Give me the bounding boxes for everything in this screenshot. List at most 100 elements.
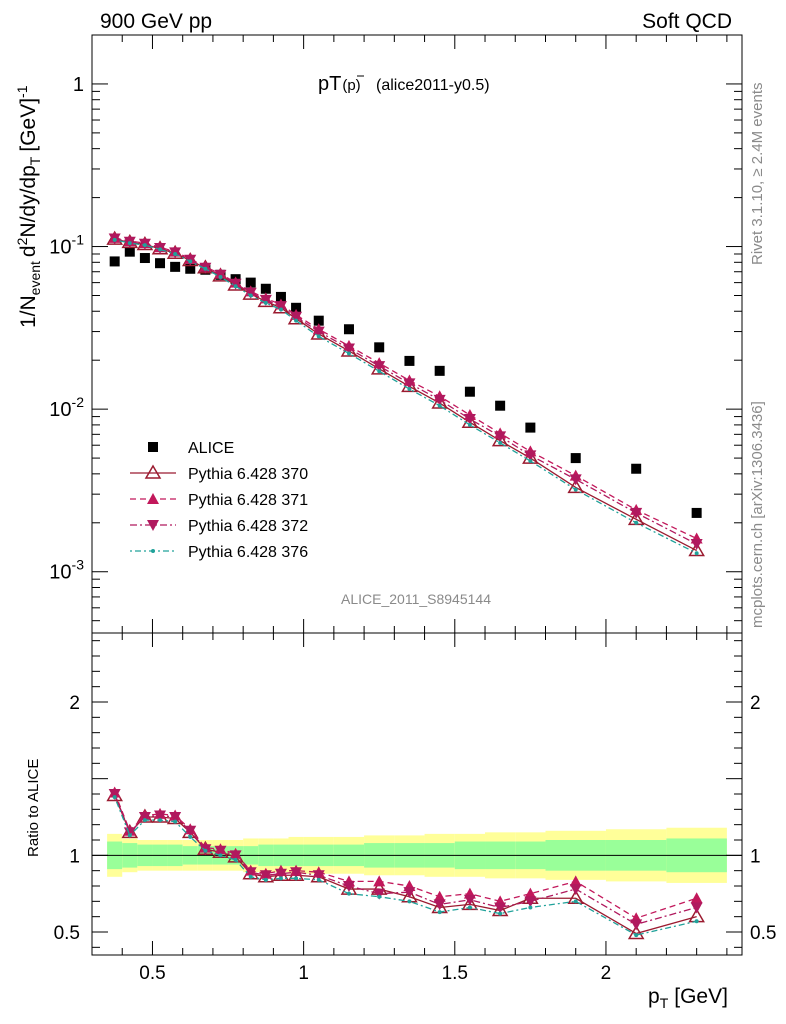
x-tick-label: 1	[298, 963, 309, 984]
ratio-y-ticks: 0.5 0.5 1 1 2 2	[54, 640, 776, 948]
data-point-data	[245, 277, 256, 288]
ratio-point-p376	[437, 910, 442, 915]
series-line-p372	[114, 237, 697, 545]
ratio-point-p376	[127, 833, 132, 838]
ratio-point-p371	[433, 890, 446, 902]
ratio-point-p376	[278, 876, 283, 881]
data-point-p376	[203, 266, 208, 271]
legend-marker-p372	[147, 520, 159, 531]
ratio-bands	[107, 827, 727, 883]
data-point-data	[139, 253, 150, 264]
data-point-data	[155, 258, 166, 269]
legend-marker-data	[148, 442, 158, 452]
data-point-p376	[346, 351, 351, 356]
data-point-data	[124, 246, 135, 257]
ratio-point-p372	[274, 868, 287, 880]
data-point-p370	[567, 478, 585, 494]
ratio-point-p372	[494, 902, 507, 914]
y-label-sup: 2	[14, 237, 30, 245]
ratio-tick-label: 2	[69, 693, 80, 714]
legend-label: ALICE	[188, 440, 234, 457]
data-point-data	[570, 453, 581, 464]
legend-marker-p370	[144, 464, 162, 479]
mcplots-label: mcplots.cern.ch [arXiv:1306.3436]	[749, 401, 766, 628]
data-point-data	[170, 261, 181, 272]
x-tick-label: 0.5	[139, 963, 165, 984]
ratio-point-p376	[377, 894, 382, 899]
ratio-point-p376	[467, 905, 472, 910]
y-tick-base: 10	[49, 562, 71, 584]
data-point-data	[313, 315, 324, 326]
main-y-label: 1/Nevent d2N/dy/dpT [GeV]-1	[14, 85, 43, 328]
ratio-point-p372	[524, 896, 537, 908]
data-point-p376	[173, 251, 178, 256]
legend-item-p370: Pythia 6.428 370	[130, 464, 308, 483]
data-point-p376	[467, 422, 472, 427]
data-point-data	[109, 256, 120, 267]
data-point-p372	[259, 294, 272, 306]
data-point-p372	[630, 507, 643, 519]
data-point-p376	[377, 369, 382, 374]
ratio-point-p372	[184, 825, 197, 837]
ratio-series-p376	[112, 795, 699, 938]
data-point-p376	[437, 403, 442, 408]
ratio-point-p372	[630, 919, 643, 931]
y-tick-label: 10-2	[49, 394, 84, 421]
x-tick-label: 2	[601, 963, 612, 984]
data-point-p372	[494, 431, 507, 443]
data-point-data	[525, 422, 536, 433]
data-point-p376	[263, 300, 268, 305]
data-point-data	[464, 386, 475, 397]
ratio-point-p372	[373, 888, 386, 900]
data-point-data	[185, 263, 196, 274]
y-tick-base: 10	[49, 237, 71, 259]
chart-title: pT(p)	[318, 73, 361, 95]
ratio-point-p376	[498, 911, 503, 916]
ratio-tick-label-right: 1	[750, 846, 761, 867]
ratio-point-p376	[316, 877, 321, 882]
data-point-data	[260, 283, 271, 294]
series-line-p371	[114, 237, 697, 540]
data-point-p376	[158, 247, 163, 252]
ratio-point-p372	[259, 870, 272, 882]
ratio-point-p371	[524, 887, 537, 899]
ratio-point-p372	[463, 894, 476, 906]
y-tick-label: 10-1	[49, 232, 84, 259]
data-point-p372	[274, 301, 287, 313]
legend-item-p372: Pythia 6.428 372	[130, 518, 308, 535]
ratio-point-p370	[627, 925, 645, 940]
ratio-point-p376	[694, 919, 699, 924]
data-point-p376	[634, 520, 639, 525]
ratio-point-p376	[528, 905, 533, 910]
legend-label: Pythia 6.428 371	[188, 492, 308, 509]
legend: ALICE Pythia 6.428 370 Pythia 6.428 371 Pyt…	[130, 440, 308, 561]
ratio-point-p376	[218, 853, 223, 858]
data-point-p376	[142, 243, 147, 248]
ratio-point-p376	[346, 891, 351, 896]
data-point-p372	[373, 361, 386, 373]
x-label-sub: T	[660, 995, 669, 1011]
y-tick-exp: -1	[72, 232, 85, 248]
data-point-p376	[316, 334, 321, 339]
ratio-point-p372	[290, 867, 303, 879]
ratio-point-p376	[233, 857, 238, 862]
data-point-p370	[688, 542, 705, 557]
header-right: Soft QCD	[642, 10, 732, 33]
ratio-point-p376	[142, 818, 147, 823]
data-point-p372	[290, 311, 303, 323]
ratio-point-p372	[169, 812, 182, 823]
ratio-point-p372	[214, 845, 227, 857]
ratio-point-p372	[403, 887, 416, 899]
y-label-tail-sub: T	[27, 156, 43, 165]
ratio-point-p376	[634, 933, 639, 938]
ratio-line-p376	[114, 796, 697, 936]
data-point-p376	[233, 284, 238, 289]
ratio-point-p376	[573, 899, 578, 904]
y-tick-exp: -2	[72, 394, 85, 410]
analysis-label: ALICE_2011_S8945144	[341, 591, 491, 607]
ratio-x-ticks: 0.5 1 1.5 2	[91, 633, 728, 984]
data-point-p376	[498, 440, 503, 445]
legend-item-p371: Pythia 6.428 371	[130, 492, 308, 509]
ratio-point-p372	[342, 881, 355, 892]
ratio-point-p372	[123, 827, 136, 839]
